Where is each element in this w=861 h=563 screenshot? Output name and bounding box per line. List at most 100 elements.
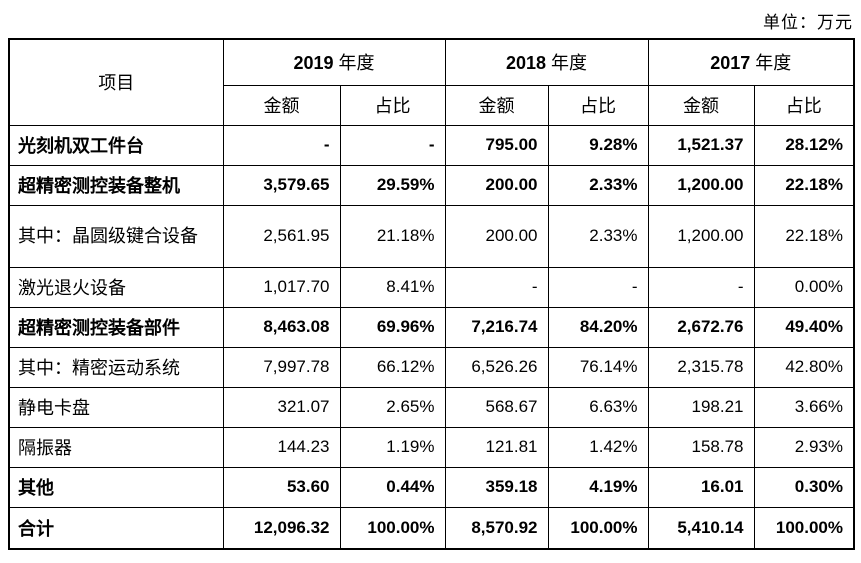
col-header-item: 项目: [8, 38, 224, 126]
table-cell: 22.18%: [753, 164, 855, 206]
table-cell: 1,200.00: [647, 204, 755, 268]
col-header-share-2019: 占比: [339, 84, 446, 126]
table-cell: -: [547, 266, 649, 308]
col-header-share-2017: 占比: [753, 84, 855, 126]
table-cell: 100.00%: [547, 506, 649, 550]
table-cell: 100.00%: [753, 506, 855, 550]
table-row-wafer-bonding-equipment: 其中：晶圆级键合设备 2,561.95 21.18% 200.00 2.33% …: [8, 204, 855, 268]
table-cell: 6.63%: [547, 386, 649, 428]
year-suffix: 年度: [750, 53, 792, 74]
table-cell: 49.40%: [753, 306, 855, 348]
table-cell: 12,096.32: [222, 506, 341, 550]
col-header-year-2017: 2017 年度: [647, 38, 855, 86]
col-header-amount-2018: 金额: [444, 84, 549, 126]
table-cell: 28.12%: [753, 124, 855, 166]
row-label: 静电卡盘: [8, 386, 224, 428]
table-cell: 0.30%: [753, 466, 855, 508]
year-number: 2018: [505, 53, 547, 74]
table-cell: 100.00%: [339, 506, 446, 550]
table-cell: -: [222, 124, 341, 166]
header-row-years: 项目 2019 年度 2018 年度 2017 年度: [8, 38, 855, 126]
row-label: 其他: [8, 466, 224, 508]
header-row-subcolumns: 金额 占比 金额 占比 金额 占比: [9, 84, 855, 126]
table-cell: 8,463.08: [222, 306, 341, 348]
year-number: 2019: [293, 53, 334, 74]
table-cell: 2.33%: [547, 204, 649, 268]
table-cell: 1.19%: [339, 426, 446, 468]
table-cell: 158.78: [647, 426, 755, 468]
table-cell: 84.20%: [547, 306, 649, 348]
table-row-others: 其他 53.60 0.44% 359.18 4.19% 16.01 0.30%: [8, 466, 855, 508]
col-header-share-2018: 占比: [547, 84, 649, 126]
table-cell: 1,200.00: [647, 164, 755, 206]
table-row-complete-machines: 超精密测控装备整机 3,579.65 29.59% 200.00 2.33% 1…: [8, 164, 855, 206]
table-cell: 8,570.92: [444, 506, 549, 550]
row-label: 超精密测控装备整机: [8, 164, 224, 206]
row-label: 隔振器: [8, 426, 224, 468]
table-cell: 2.65%: [339, 386, 446, 428]
table-cell: 200.00: [444, 164, 549, 206]
table-cell: 66.12%: [339, 346, 446, 388]
col-header-year-2018: 2018 年度: [444, 38, 649, 86]
table-cell: 359.18: [444, 466, 549, 508]
table-cell: 2,315.78: [647, 346, 755, 388]
table-cell: 4.19%: [547, 466, 649, 508]
table-cell: 16.01: [647, 466, 755, 508]
table-cell: 1.42%: [547, 426, 649, 468]
table-cell: 3,579.65: [222, 164, 341, 206]
table-cell: 7,216.74: [444, 306, 549, 348]
table-cell: 6,526.26: [444, 346, 549, 388]
table-cell: 568.67: [444, 386, 549, 428]
table-cell: -: [647, 266, 755, 308]
table-cell: 144.23: [222, 426, 341, 468]
unit-label: 单位：万元: [763, 13, 853, 32]
table-cell: 198.21: [647, 386, 755, 428]
row-label: 光刻机双工件台: [8, 124, 224, 166]
col-header-amount-2019: 金额: [222, 84, 341, 126]
table-cell: 53.60: [222, 466, 341, 508]
table-cell: 9.28%: [547, 124, 649, 166]
table-cell: 8.41%: [339, 266, 446, 308]
table-cell: 0.00%: [753, 266, 855, 308]
year-suffix: 年度: [333, 53, 375, 74]
table-cell: 795.00: [444, 124, 549, 166]
col-header-amount-2017: 金额: [647, 84, 755, 126]
table-cell: 69.96%: [339, 306, 446, 348]
table-cell: 2.93%: [753, 426, 855, 468]
table-cell: 7,997.78: [222, 346, 341, 388]
table-cell: 22.18%: [753, 204, 855, 268]
table-cell: -: [444, 266, 549, 308]
year-suffix: 年度: [546, 53, 588, 74]
table-cell: 3.66%: [753, 386, 855, 428]
table-cell: 2.33%: [547, 164, 649, 206]
table-row-lithography-dual-stage: 光刻机双工件台 - - 795.00 9.28% 1,521.37 28.12%: [8, 124, 855, 166]
table-row-total: 合计 12,096.32 100.00% 8,570.92 100.00% 5,…: [8, 506, 855, 550]
table-cell: 21.18%: [339, 204, 446, 268]
table-row-components: 超精密测控装备部件 8,463.08 69.96% 7,216.74 84.20…: [8, 306, 855, 348]
table-cell: 2,561.95: [222, 204, 341, 268]
row-label: 激光退火设备: [8, 266, 224, 308]
table-cell: 121.81: [444, 426, 549, 468]
revenue-breakdown-table: 项目 2019 年度 2018 年度 2017 年度 金额 占比 金额 占比 金…: [8, 38, 855, 550]
table-cell: 1,521.37: [647, 124, 755, 166]
col-header-year-2019: 2019 年度: [222, 38, 446, 86]
row-label: 其中：晶圆级键合设备: [8, 204, 224, 268]
table-cell: 29.59%: [339, 164, 446, 206]
row-label: 超精密测控装备部件: [8, 306, 224, 348]
table-row-laser-annealing-equipment: 激光退火设备 1,017.70 8.41% - - - 0.00%: [8, 266, 855, 308]
table-cell: 0.44%: [339, 466, 446, 508]
table-row-precision-motion-system: 其中：精密运动系统 7,997.78 66.12% 6,526.26 76.14…: [8, 346, 855, 388]
table-cell: 1,017.70: [222, 266, 341, 308]
table-cell: 76.14%: [547, 346, 649, 388]
table-cell: 42.80%: [753, 346, 855, 388]
row-label: 其中：精密运动系统: [8, 346, 224, 388]
table-row-electrostatic-chuck: 静电卡盘 321.07 2.65% 568.67 6.63% 198.21 3.…: [8, 386, 855, 428]
table-row-vibration-isolator: 隔振器 144.23 1.19% 121.81 1.42% 158.78 2.9…: [8, 426, 855, 468]
table-cell: -: [339, 124, 446, 166]
row-label: 合计: [8, 506, 224, 550]
table-cell: 5,410.14: [647, 506, 755, 550]
table-cell: 200.00: [444, 204, 549, 268]
year-number: 2017: [710, 53, 751, 74]
table-cell: 2,672.76: [647, 306, 755, 348]
